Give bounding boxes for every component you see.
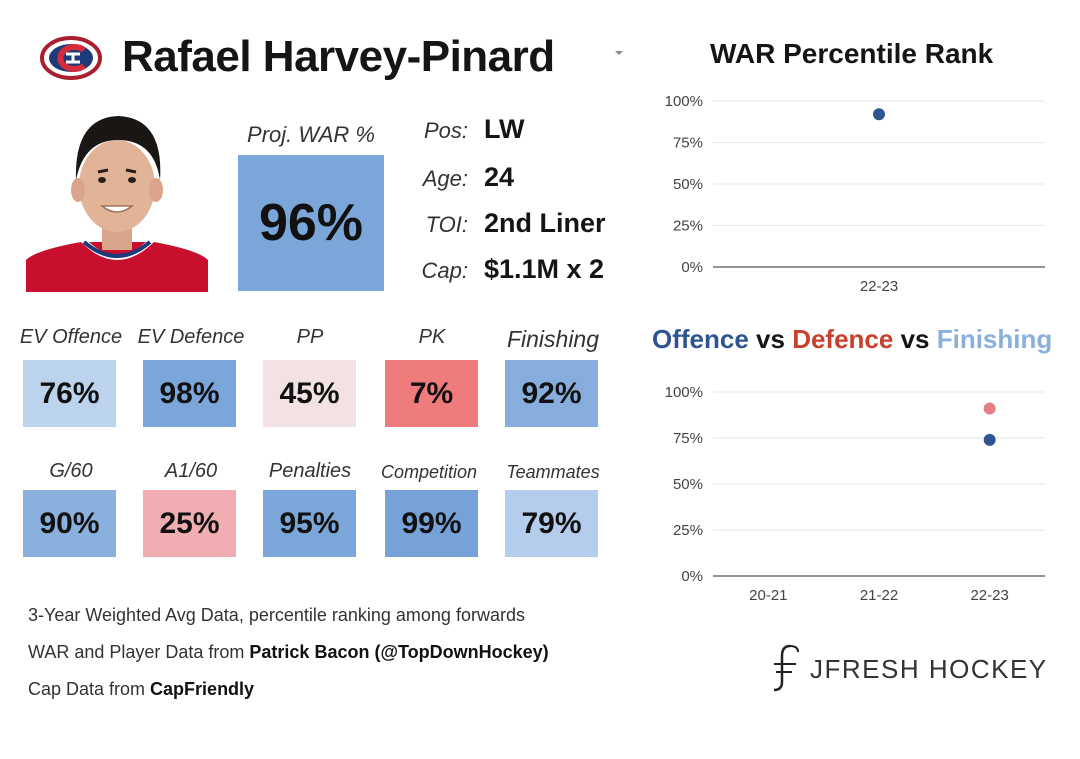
chart1-y-tick-label: 0% <box>681 259 703 276</box>
stat-label-pp: PP <box>296 326 324 348</box>
stat-label-competition: Competition <box>380 462 478 482</box>
stat-label-g60: G/60 <box>49 460 93 482</box>
chart1-y-tick-label: 75% <box>673 135 703 152</box>
note-weighted-avg: 3-Year Weighted Avg Data, percentile ran… <box>28 605 525 625</box>
toi-label: TOI: <box>425 212 468 237</box>
chart1-title: WAR Percentile Rank <box>710 38 994 69</box>
stat-box-teammates: 79% <box>505 490 598 557</box>
cap-label: Cap: <box>421 258 468 283</box>
stat-label-teammates: Teammates <box>506 462 600 482</box>
canadiens-logo <box>40 36 102 80</box>
chart2-x-tick-label: 20-21 <box>749 587 787 604</box>
pos-value: LW <box>484 114 525 144</box>
note-war-source: WAR and Player Data from Patrick Bacon (… <box>28 642 549 663</box>
stat-box-finishing: 92% <box>505 360 598 427</box>
chart2-title-part: Defence <box>792 324 894 354</box>
stat-box-pk: 7% <box>385 360 478 427</box>
player-headshot <box>26 116 208 292</box>
chart2-point <box>983 402 996 415</box>
chart2-y-tick-label: 50% <box>673 476 703 493</box>
chart2-y-tick-label: 75% <box>673 430 703 447</box>
offence-defence-finishing-chart: 0% 25% 50% 75% 100% 20-21 21-22 22-23 <box>665 384 1045 604</box>
pos-label: Pos: <box>423 118 468 143</box>
proj-war-value: 96% <box>238 155 384 291</box>
stat-label-a160: A1/60 <box>164 460 218 482</box>
chevron-down-icon[interactable] <box>612 48 626 58</box>
chart1-x-tick-label: 22-23 <box>860 278 898 295</box>
stat-label-penalties: Penalties <box>268 460 352 482</box>
chart1-y-tick-label: 25% <box>673 218 703 235</box>
stat-box-ev-offence: 76% <box>23 360 116 427</box>
chart2-title: Offence vs Defence vs Finishing <box>652 324 1052 355</box>
chart2-y-tick-label: 25% <box>673 522 703 539</box>
proj-war-label: Proj. WAR % <box>247 122 375 147</box>
note-cap-source: Cap Data from CapFriendly <box>28 679 254 700</box>
note-cap-source-name: CapFriendly <box>150 679 255 699</box>
chart1-y-tick-label: 50% <box>673 176 703 193</box>
stat-box-ev-defence: 98% <box>143 360 236 427</box>
cap-value: $1.1M x 2 <box>484 254 605 284</box>
war-percentile-chart: 0% 25% 50% 75% 100% 22-23 <box>665 93 1045 295</box>
chart2-title-part: Offence <box>652 324 749 354</box>
jfresh-logo-icon <box>773 644 799 692</box>
chart1-point <box>873 108 885 121</box>
stat-label-finishing: Finishing <box>506 326 600 352</box>
chart1-y-tick-label: 100% <box>665 93 703 110</box>
player-name: Rafael Harvey-Pinard <box>122 32 555 81</box>
chart2-title-part: vs <box>748 324 793 354</box>
chart2-y-tick-label: 0% <box>681 568 703 585</box>
chart2-title-part: Finishing <box>936 324 1053 354</box>
stat-label-pk: PK <box>418 326 446 348</box>
stat-label-ev-offence: EV Offence <box>19 326 123 348</box>
chart2-x-tick-label: 21-22 <box>860 587 898 604</box>
stat-box-g60: 90% <box>23 490 116 557</box>
chart2-y-tick-label: 100% <box>665 384 703 401</box>
age-label: Age: <box>422 166 468 191</box>
stat-box-a160: 25% <box>143 490 236 557</box>
chart2-x-tick-label: 22-23 <box>970 587 1008 604</box>
note-war-source-prefix: WAR and Player Data from <box>28 642 250 662</box>
stat-box-pp: 45% <box>263 360 356 427</box>
stat-label-ev-defence: EV Defence <box>137 326 245 348</box>
age-value: 24 <box>484 162 515 192</box>
chart2-point <box>983 433 996 446</box>
stat-box-competition: 99% <box>385 490 478 557</box>
toi-value: 2nd Liner <box>484 208 606 238</box>
chart2-title-part: vs <box>893 324 937 354</box>
stat-box-penalties: 95% <box>263 490 356 557</box>
note-war-source-name: Patrick Bacon (@TopDownHockey) <box>249 642 549 662</box>
brand-name: JFRESH HOCKEY <box>810 654 1048 684</box>
note-cap-source-prefix: Cap Data from <box>28 679 151 699</box>
